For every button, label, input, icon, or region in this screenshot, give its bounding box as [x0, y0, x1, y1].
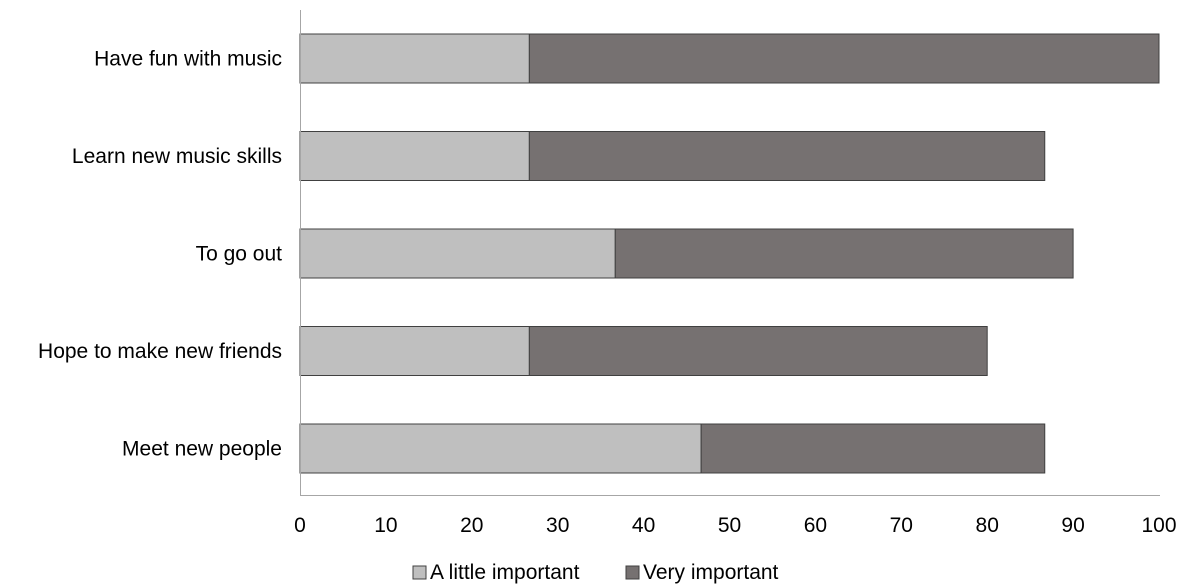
- x-tick-label: 0: [294, 514, 306, 537]
- bar-a-little-important-1: [299, 131, 530, 181]
- bars-group: [299, 33, 1160, 474]
- bar-very-important-1: [528, 131, 1046, 181]
- legend: A little important Very important: [412, 561, 779, 584]
- bar-a-little-important-2: [299, 228, 616, 279]
- bar-a-little-important-3: [299, 326, 530, 376]
- x-tick-label: 30: [546, 514, 569, 537]
- category-label: Have fun with music: [94, 48, 282, 71]
- bar-very-important-2: [614, 228, 1074, 279]
- x-tick-label: 40: [632, 514, 655, 537]
- x-tick-label: 80: [976, 514, 999, 537]
- category-label: Meet new people: [122, 438, 282, 461]
- category-label: To go out: [196, 243, 283, 266]
- x-tick-label: 20: [460, 514, 483, 537]
- x-tick-label: 90: [1061, 514, 1084, 537]
- legend-swatch-a-little-important: [412, 565, 427, 580]
- x-tick-label: 10: [374, 514, 397, 537]
- x-tick-labels: 0 10 20 30 40 50 60 70 80 90 100: [294, 514, 1176, 537]
- bar-very-important-4: [700, 423, 1046, 474]
- x-tick-label: 60: [804, 514, 827, 537]
- axes-group: [300, 10, 1160, 496]
- bar-very-important-3: [528, 326, 988, 376]
- x-tick-label: 70: [890, 514, 913, 537]
- bar-a-little-important-0: [299, 33, 530, 84]
- category-labels: Have fun with music Learn new music skill…: [38, 48, 282, 461]
- x-tick-label: 50: [718, 514, 741, 537]
- legend-swatch-very-important: [625, 565, 640, 580]
- category-label: Learn new music skills: [72, 145, 282, 168]
- legend-label: Very important: [643, 561, 779, 584]
- x-tick-label: 100: [1141, 514, 1176, 537]
- bar-very-important-0: [528, 33, 1160, 84]
- legend-label: A little important: [430, 561, 580, 584]
- category-label: Hope to make new friends: [38, 340, 282, 363]
- bar-a-little-important-4: [299, 423, 702, 474]
